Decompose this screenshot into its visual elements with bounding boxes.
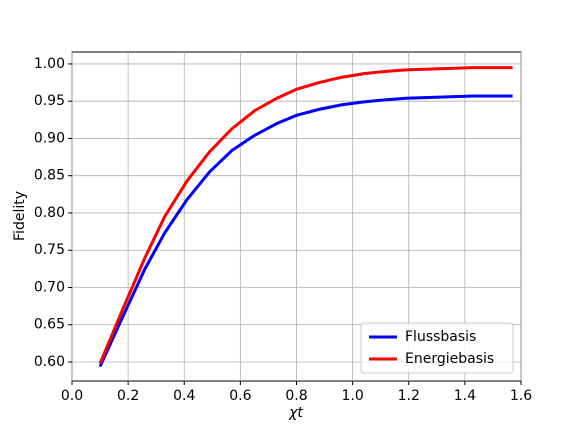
x-tick-label: 1.6: [510, 388, 532, 404]
legend-label: Flussbasis: [405, 329, 476, 345]
x-tick-label: 0.8: [285, 388, 307, 404]
legend-label: Energiebasis: [405, 351, 494, 367]
line-series: [98, 94, 513, 368]
x-tick-label: 0.0: [61, 388, 83, 404]
y-tick-label: 0.75: [34, 242, 65, 258]
y-tick-label: 0.90: [34, 130, 65, 146]
x-tick-label: 1.0: [341, 388, 363, 404]
y-tick-label: 0.60: [34, 354, 65, 370]
y-tick-label: 1.00: [34, 56, 65, 72]
y-tick-label: 0.85: [34, 168, 65, 184]
x-tick-label: 1.2: [398, 388, 420, 404]
x-tick-label: 1.4: [454, 388, 476, 404]
x-axis-label: χt: [288, 405, 303, 421]
y-axis-label: Fidelity: [12, 191, 28, 241]
x-tick-label: 0.2: [117, 388, 139, 404]
y-tick-label: 0.95: [34, 93, 65, 109]
y-tick-label: 0.70: [34, 279, 65, 295]
y-tick-label: 0.80: [34, 205, 65, 221]
y-tick-label: 0.65: [34, 317, 65, 333]
x-tick-label: 0.6: [229, 388, 251, 404]
x-tick-label: 0.4: [173, 388, 195, 404]
line-series: [98, 66, 513, 365]
legend-box: [360, 322, 514, 374]
